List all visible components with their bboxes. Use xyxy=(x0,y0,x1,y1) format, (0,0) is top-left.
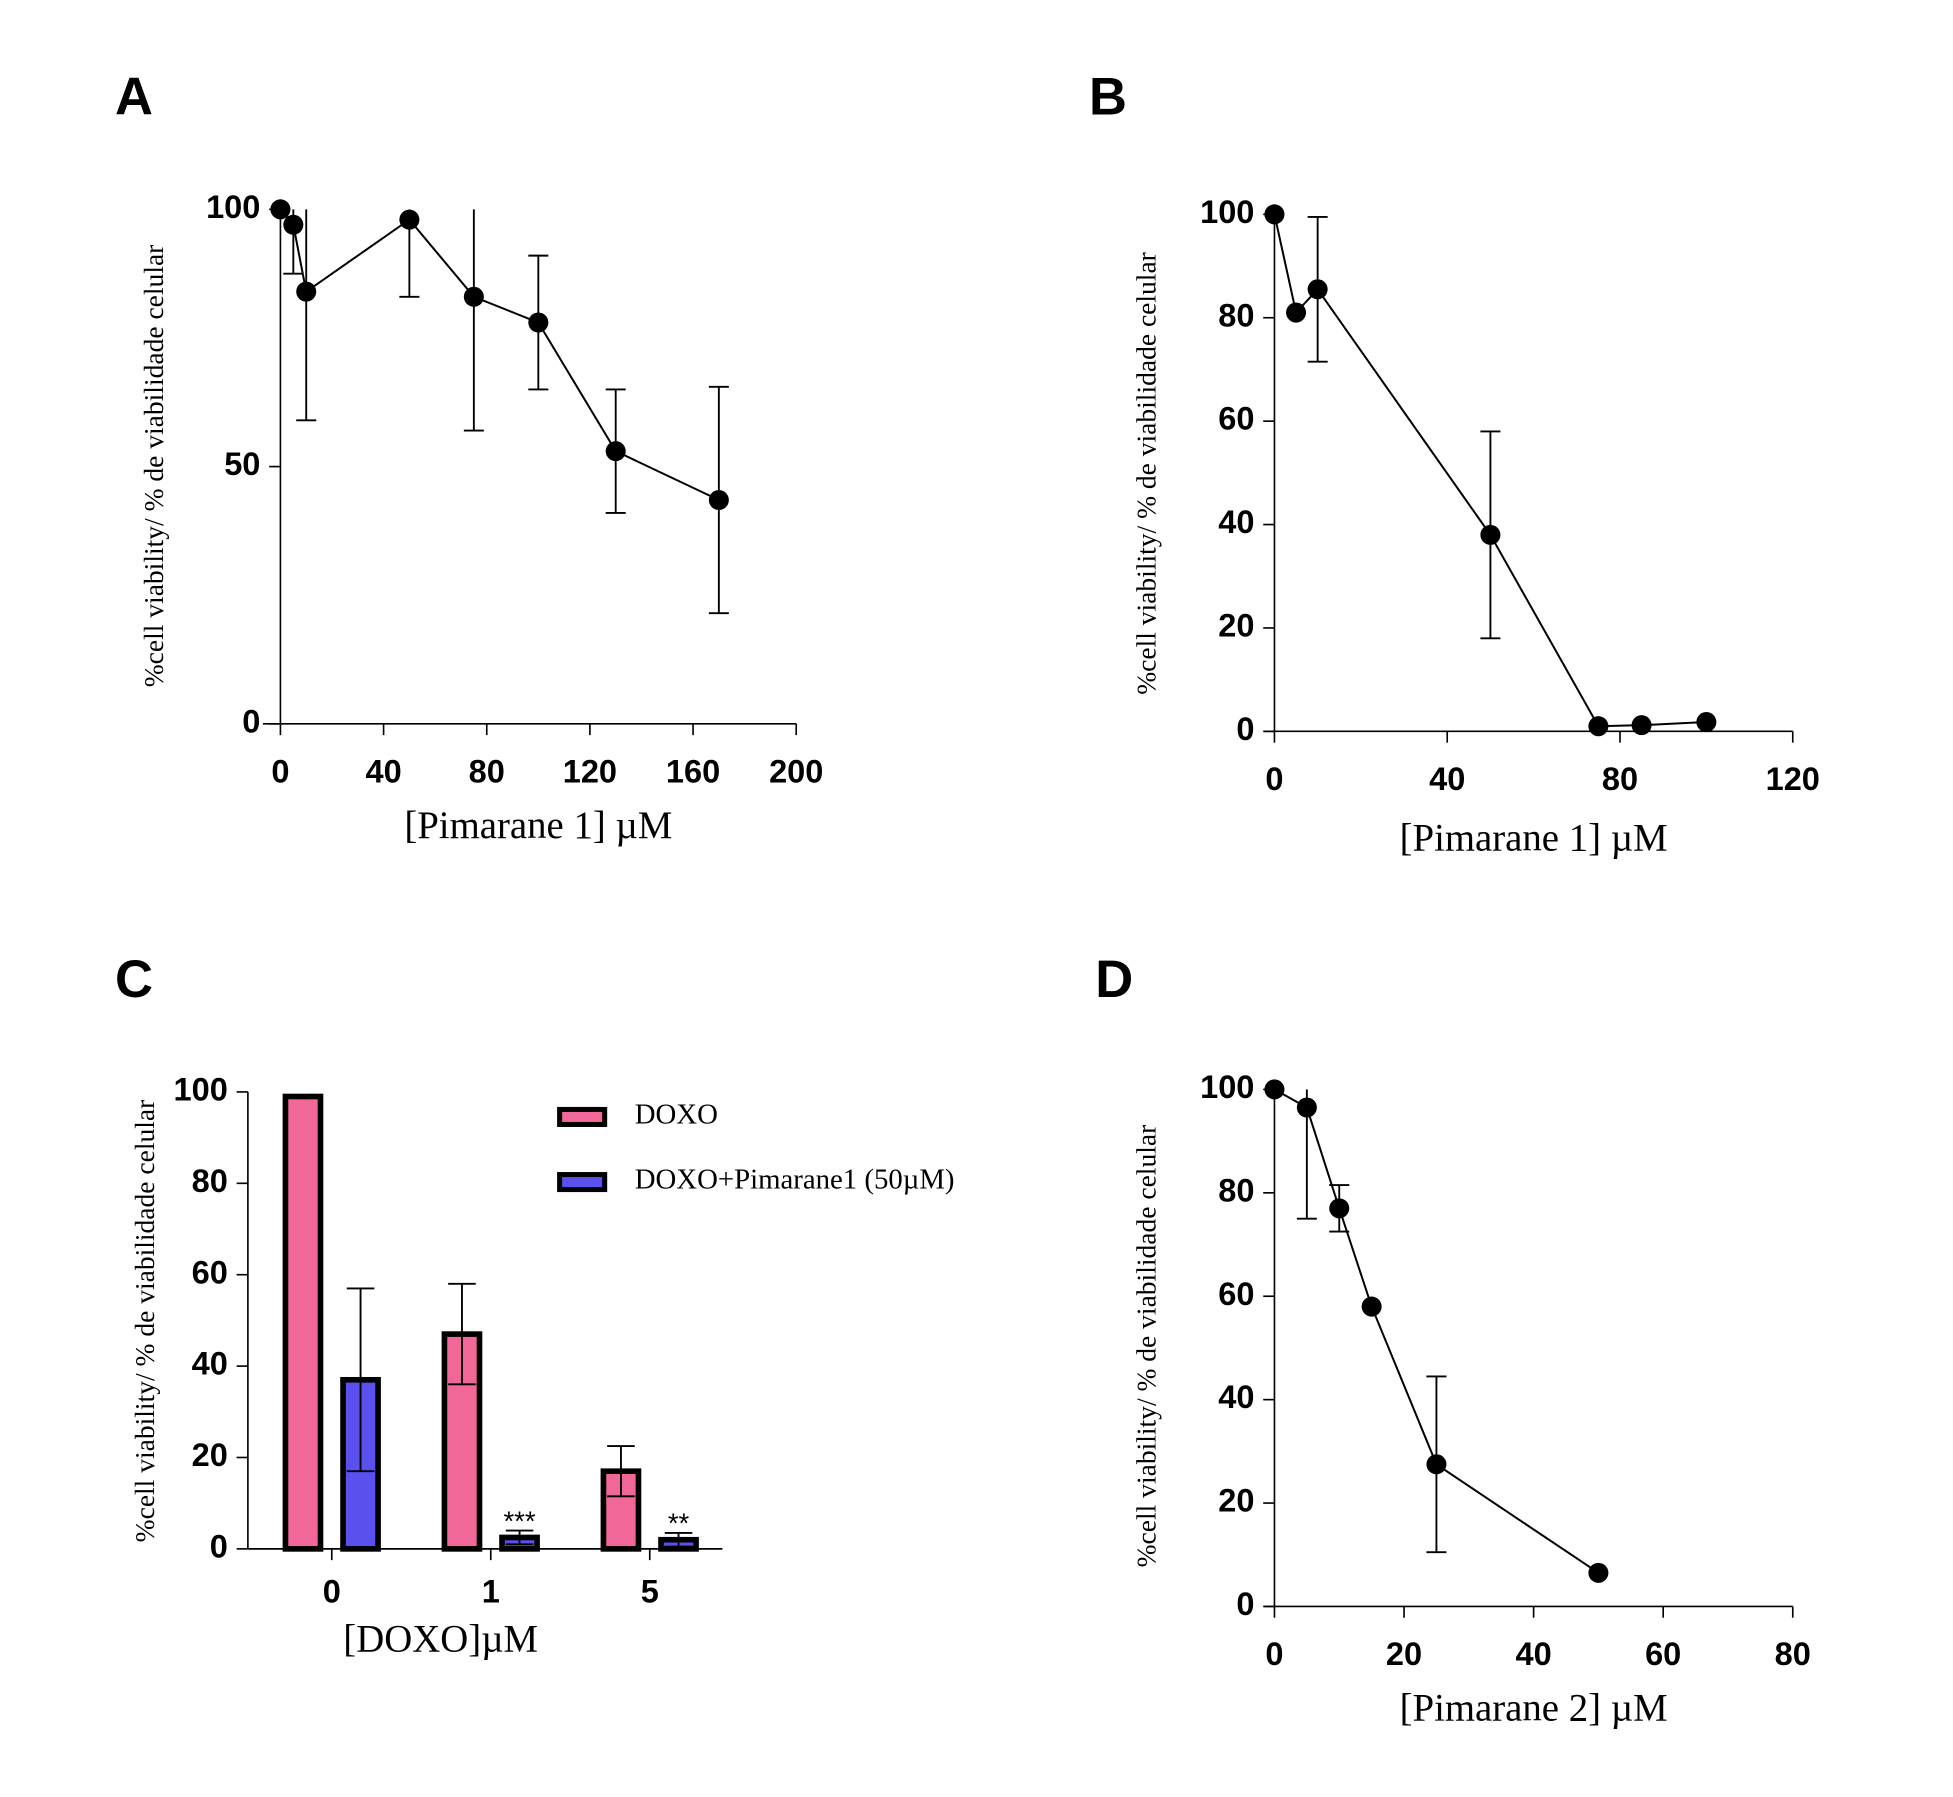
y-axis-title: %cell viability/ % de viabilidade celula… xyxy=(1131,1125,1162,1568)
x-tick-label: 120 xyxy=(1766,761,1820,797)
data-point xyxy=(605,441,626,462)
panel-letter: C xyxy=(115,950,153,1009)
data-point xyxy=(1264,1079,1285,1100)
data-point xyxy=(399,209,420,230)
y-tick-label: 60 xyxy=(192,1254,228,1290)
data-point xyxy=(270,199,291,220)
error-bar xyxy=(448,1282,476,1386)
y-tick-label: 20 xyxy=(192,1437,228,1473)
error-bar xyxy=(607,1445,635,1498)
bar xyxy=(282,1093,324,1552)
legend-label: DOXO+Pimarane1 (50µM) xyxy=(635,1164,955,1196)
panel-letter: D xyxy=(1095,950,1133,1009)
y-tick-label: 80 xyxy=(1218,1172,1254,1208)
data-point xyxy=(1361,1296,1382,1317)
data-point xyxy=(1296,1097,1317,1118)
error-bar xyxy=(346,1287,375,1473)
x-tick-label: 40 xyxy=(1429,761,1465,797)
y-tick-label: 40 xyxy=(192,1346,228,1382)
legend-swatch xyxy=(557,1106,608,1127)
x-tick-label: 160 xyxy=(666,754,720,790)
y-tick-label: 0 xyxy=(1236,711,1254,747)
y-axis-title: %cell viability/ % de viabilidade celula… xyxy=(138,245,169,688)
x-axis-title: [Pimarane 1] µM xyxy=(1400,816,1668,859)
data-point xyxy=(1696,712,1717,733)
legend-swatch xyxy=(557,1172,608,1193)
y-tick-label: 50 xyxy=(224,446,260,482)
x-tick-label: 60 xyxy=(1645,1636,1681,1672)
y-tick-label: 40 xyxy=(1218,1379,1254,1415)
x-tick-label: 1 xyxy=(482,1574,500,1610)
data-point xyxy=(283,214,304,235)
data-line xyxy=(279,208,720,501)
error-bar xyxy=(664,1531,693,1548)
x-tick-label: 80 xyxy=(1602,761,1638,797)
y-tick-label: 100 xyxy=(174,1072,228,1108)
data-point xyxy=(1264,204,1285,225)
y-axis-title: %cell viability/ % de viabilidade celula… xyxy=(1131,252,1162,695)
data-point xyxy=(463,286,484,307)
panel-letter: B xyxy=(1089,67,1127,126)
legend-label: DOXO xyxy=(635,1099,718,1131)
x-axis-title: [Pimarane 2] µM xyxy=(1400,1687,1668,1730)
annotation: *** xyxy=(503,1505,535,1536)
data-point xyxy=(1588,716,1609,737)
x-tick-label: 0 xyxy=(323,1574,341,1610)
x-tick-label: 0 xyxy=(271,754,289,790)
x-tick-label: 80 xyxy=(469,754,505,790)
x-tick-label: 80 xyxy=(1775,1636,1811,1672)
x-tick-label: 5 xyxy=(641,1574,659,1610)
x-axis-title: [DOXO]µM xyxy=(343,1618,538,1661)
y-tick-label: 100 xyxy=(1200,194,1254,230)
y-tick-label: 100 xyxy=(1200,1069,1254,1105)
data-point xyxy=(708,490,729,511)
y-tick-label: 20 xyxy=(1218,608,1254,644)
data-point xyxy=(1329,1198,1350,1219)
y-tick-label: 20 xyxy=(1218,1483,1254,1519)
data-point xyxy=(296,281,317,302)
panel-letter: A xyxy=(115,67,153,126)
y-tick-label: 100 xyxy=(206,189,260,225)
data-point xyxy=(1286,302,1307,323)
data-point xyxy=(1426,1454,1447,1475)
data-point xyxy=(1588,1562,1609,1583)
data-point xyxy=(528,312,549,333)
y-tick-label: 60 xyxy=(1218,401,1254,437)
x-tick-label: 40 xyxy=(365,754,401,790)
y-tick-label: 0 xyxy=(210,1528,228,1564)
data-point xyxy=(1480,524,1501,545)
y-axis-title: %cell viability/ % de viabilidade celula… xyxy=(129,1100,160,1543)
data-point xyxy=(1631,715,1652,736)
x-tick-label: 200 xyxy=(769,754,823,790)
x-tick-label: 20 xyxy=(1386,1636,1422,1672)
annotation: ** xyxy=(668,1508,690,1539)
x-axis-title: [Pimarane 1] µM xyxy=(404,804,672,847)
y-tick-label: 80 xyxy=(192,1163,228,1199)
y-tick-label: 60 xyxy=(1218,1276,1254,1312)
error-bar xyxy=(505,1529,534,1546)
y-tick-label: 0 xyxy=(1236,1586,1254,1622)
y-tick-label: 0 xyxy=(242,703,260,739)
y-tick-label: 40 xyxy=(1218,504,1254,540)
x-tick-label: 40 xyxy=(1516,1636,1552,1672)
x-tick-label: 120 xyxy=(563,754,617,790)
x-tick-label: 0 xyxy=(1265,1636,1283,1672)
x-tick-label: 0 xyxy=(1265,761,1283,797)
y-tick-label: 80 xyxy=(1218,297,1254,333)
data-point xyxy=(1307,279,1328,300)
